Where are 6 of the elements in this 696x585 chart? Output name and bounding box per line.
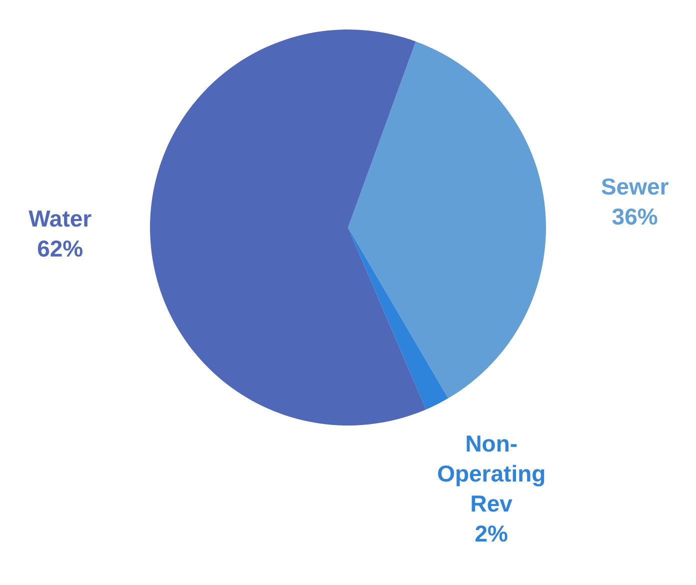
data-label: 62% bbox=[37, 235, 84, 262]
slice-label: Non-Operating Rev bbox=[437, 430, 546, 516]
data-label: 36% bbox=[612, 203, 658, 230]
slice-label: Water bbox=[28, 205, 92, 232]
slice-label: Sewer bbox=[600, 173, 669, 200]
data-label: 2% bbox=[474, 520, 508, 546]
